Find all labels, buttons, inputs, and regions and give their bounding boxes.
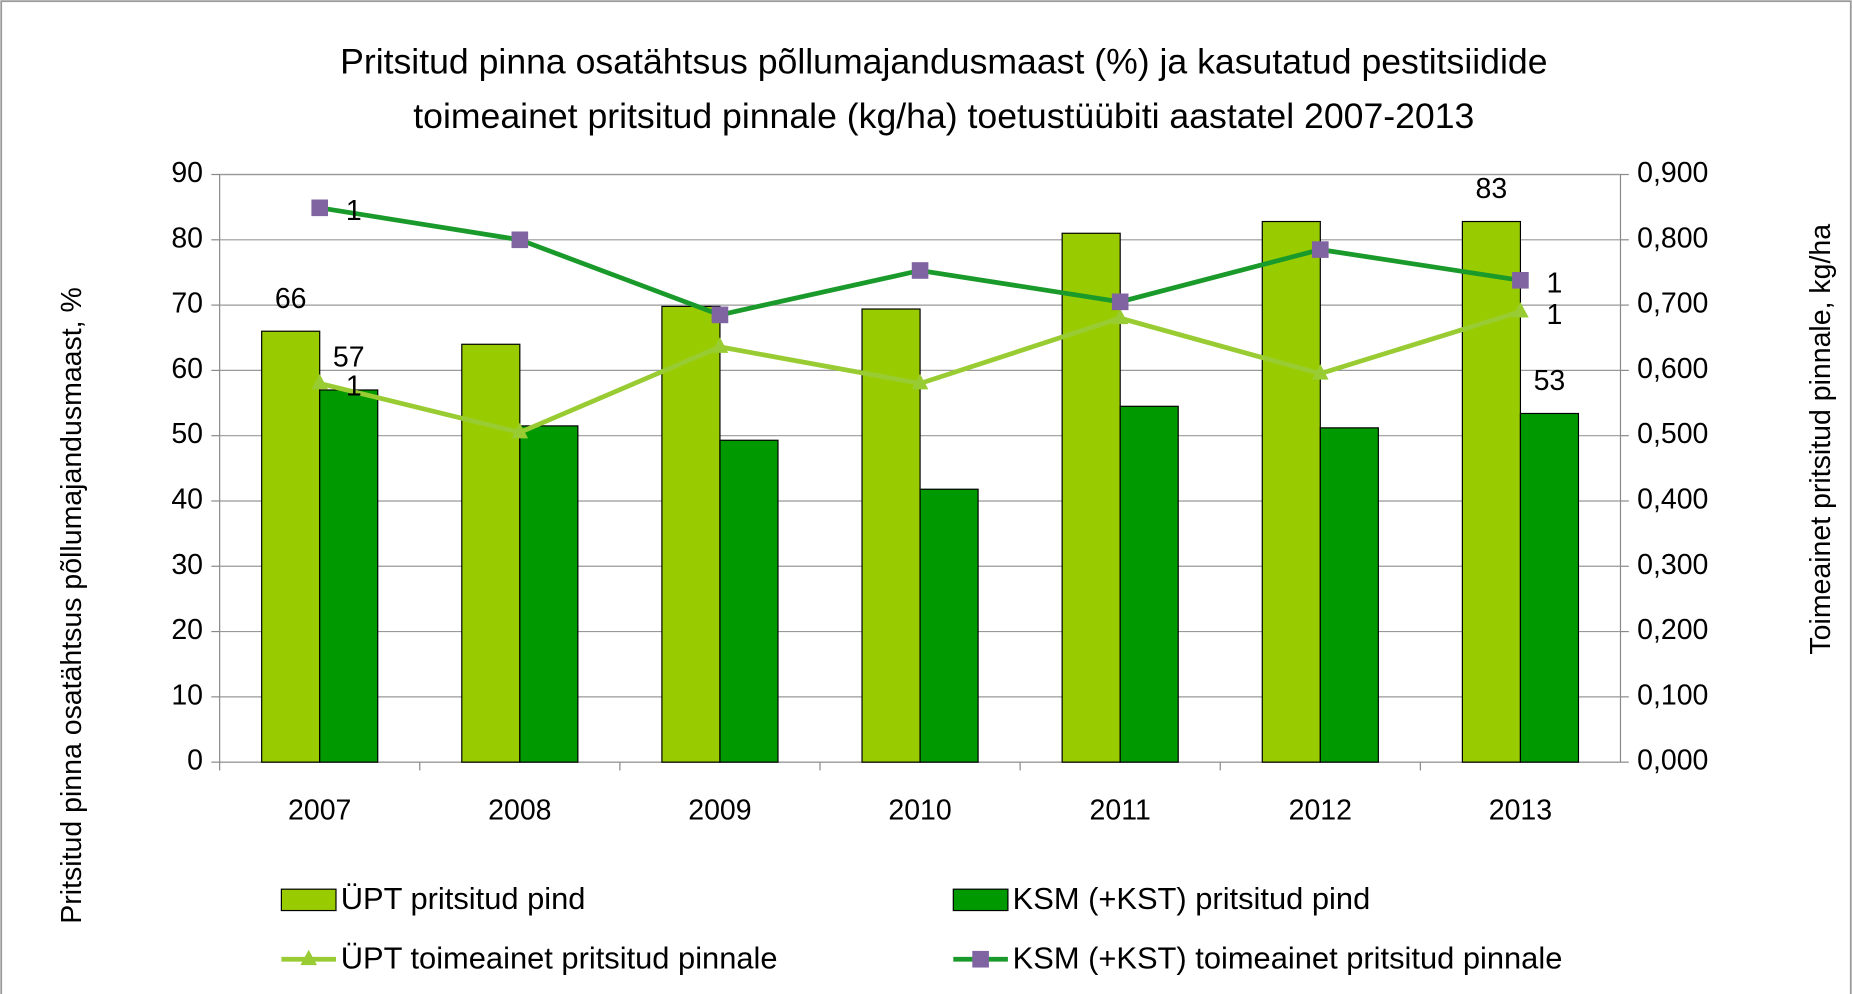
legend-label: ÜPT pritsitud pind xyxy=(341,881,586,916)
y-tick-label: 50 xyxy=(171,418,203,450)
y2-tick-label: 0,900 xyxy=(1637,157,1708,189)
y-axis-label: Pritsitud pinna osatähtsus põllumajandus… xyxy=(56,287,88,924)
bar xyxy=(861,308,921,763)
marker xyxy=(511,231,529,249)
data-label: 57 xyxy=(333,342,365,374)
marker xyxy=(911,262,929,279)
data-label: 53 xyxy=(1534,365,1566,397)
data-label: 1 xyxy=(1547,299,1563,331)
legend-marker xyxy=(300,949,317,966)
marker xyxy=(711,337,729,353)
y2-axis-label: Toimeainet pritsitud pinnale, kg/ha xyxy=(1805,224,1837,655)
y-tick-label: 70 xyxy=(171,288,203,320)
y2-tick-label: 0,700 xyxy=(1637,288,1708,320)
y2-tick-label: 0,800 xyxy=(1637,222,1708,254)
bar xyxy=(519,425,579,763)
bar xyxy=(461,343,521,763)
y2-tick-label: 0,500 xyxy=(1637,418,1708,450)
legend-swatch xyxy=(952,888,1009,912)
legend-label: KSM (+KST) toimeainet pritsitud pinnale xyxy=(1013,941,1563,976)
bar xyxy=(1319,427,1379,763)
bar xyxy=(319,389,379,763)
y-tick-label: 0 xyxy=(187,745,203,777)
marker xyxy=(911,373,929,390)
bar xyxy=(1261,220,1321,763)
y2-tick-label: 0,300 xyxy=(1637,549,1708,581)
y2-tick-label: 0,600 xyxy=(1637,353,1708,385)
bar xyxy=(261,330,321,763)
bar xyxy=(1061,232,1121,763)
bar xyxy=(1461,220,1522,763)
data-label: 66 xyxy=(275,283,307,315)
data-label: 1 xyxy=(346,195,362,227)
marker xyxy=(711,306,729,324)
marker xyxy=(1111,308,1129,325)
y-tick-label: 30 xyxy=(171,549,203,581)
y2-tick-label: 0,100 xyxy=(1637,679,1708,711)
x-tick-label: 2011 xyxy=(1090,795,1151,827)
y2-tick-label: 0,400 xyxy=(1637,484,1708,516)
x-tick-label: 2007 xyxy=(288,795,351,827)
legend-swatch xyxy=(280,888,337,912)
y-tick-label: 90 xyxy=(171,157,203,189)
x-tick-label: 2012 xyxy=(1289,795,1352,827)
marker xyxy=(1512,302,1529,318)
legend-label: ÜPT toimeainet pritsitud pinnale xyxy=(341,941,778,976)
x-tick-label: 2008 xyxy=(488,795,551,827)
legend-marker xyxy=(972,950,989,968)
marker xyxy=(1111,293,1129,311)
bar xyxy=(661,305,721,763)
bar xyxy=(1519,412,1580,763)
bar xyxy=(719,439,779,763)
y-tick-label: 10 xyxy=(171,679,203,711)
x-tick-label: 2010 xyxy=(888,795,951,827)
y-tick-label: 40 xyxy=(171,484,203,516)
y-tick-label: 60 xyxy=(171,353,203,385)
legend-label: KSM (+KST) pritsitud pind xyxy=(1013,881,1371,916)
chart-title: Pritsitud pinna osatähtsus põllumajandus… xyxy=(340,42,1547,82)
marker xyxy=(311,373,329,390)
bar xyxy=(1119,405,1179,763)
data-label: 1 xyxy=(1547,268,1563,300)
data-label: 83 xyxy=(1476,173,1508,205)
marker xyxy=(511,422,529,439)
y-tick-label: 80 xyxy=(171,222,203,254)
bar xyxy=(919,488,979,763)
y2-tick-label: 0,200 xyxy=(1637,614,1708,646)
x-tick-label: 2009 xyxy=(688,795,751,827)
x-tick-label: 2013 xyxy=(1489,795,1552,827)
chart-title: toimeainet pritsitud pinnale (kg/ha) toe… xyxy=(413,96,1474,136)
y-tick-label: 20 xyxy=(171,614,203,646)
marker xyxy=(1512,271,1529,289)
marker xyxy=(1311,241,1329,258)
marker xyxy=(311,199,329,217)
data-label: 1 xyxy=(346,371,362,403)
y2-tick-label: 0,000 xyxy=(1637,745,1708,777)
marker xyxy=(1311,364,1329,380)
